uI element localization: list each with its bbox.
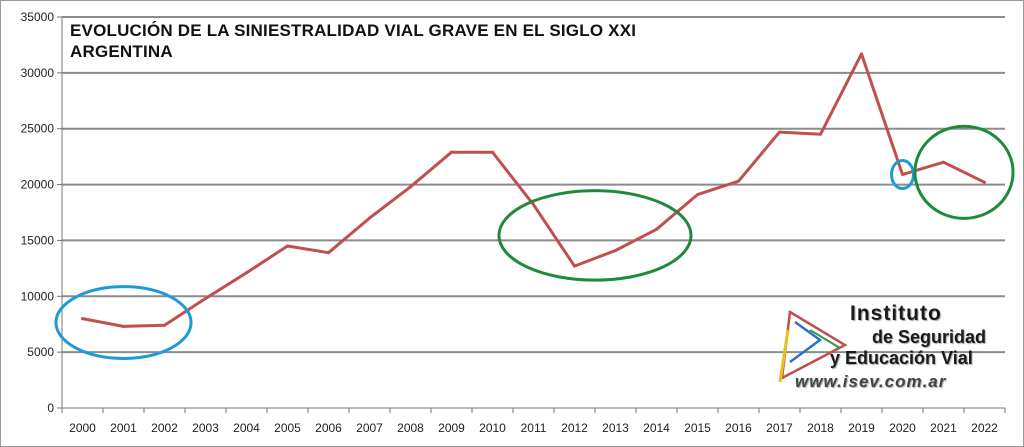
chart-title-line2: ARGENTINA: [70, 42, 173, 61]
highlight-ellipse-green: [913, 124, 1015, 220]
data-point-2005: [286, 244, 289, 248]
data-point-2019: [860, 52, 863, 56]
y-tick-label: 0: [47, 401, 54, 415]
series-line: [82, 52, 986, 328]
x-tick-label: 2019: [848, 421, 875, 435]
logo-green-stroke: [809, 329, 841, 349]
y-tick-label: 35000: [21, 10, 55, 24]
data-point-2012: [573, 264, 576, 268]
x-tick-label: 2017: [766, 421, 793, 435]
y-tick-label: 10000: [21, 289, 55, 303]
highlight-circles: [54, 124, 1015, 360]
y-tick-label: 25000: [21, 122, 55, 136]
data-point-2018: [819, 132, 822, 136]
data-point-2006: [327, 251, 330, 255]
grid-lines: [62, 16, 1005, 354]
data-point-2003: [204, 297, 207, 301]
series-layer: [81, 52, 986, 328]
x-tick-label: 2012: [561, 421, 588, 435]
x-tick-label: 2006: [315, 421, 342, 435]
x-tick-label: 2014: [643, 421, 670, 435]
logo-blue-stroke: [789, 320, 823, 364]
chart-title: EVOLUCIÓN DE LA SINIESTRALIDAD VIAL GRAV…: [70, 20, 636, 62]
x-tick-label: 2016: [725, 421, 752, 435]
x-tick-label: 2018: [807, 421, 834, 435]
data-point-2016: [737, 179, 740, 183]
x-tick-label: 2009: [438, 421, 465, 435]
logo-educacion-vial: y Educación Vial: [830, 348, 973, 368]
x-tick-label: 2015: [684, 421, 711, 435]
x-tick-label: 2004: [233, 421, 260, 435]
x-tick-label: 2013: [602, 421, 629, 435]
x-tick-label: 2005: [274, 421, 301, 435]
y-tick-label: 15000: [21, 233, 55, 247]
x-tick-label: 2000: [69, 421, 96, 435]
data-point-2017: [778, 130, 781, 134]
x-tick-label: 2010: [479, 421, 506, 435]
data-point-2004: [245, 271, 248, 275]
y-tick-label: 20000: [21, 178, 55, 192]
x-tick-label: 2008: [397, 421, 424, 435]
axes: [57, 16, 1006, 413]
logo-url[interactable]: www.isev.com.ar: [795, 372, 947, 391]
x-tick-label: 2021: [930, 421, 957, 435]
logo-instituto: Instituto: [850, 302, 942, 325]
logo-yellow-stroke: [778, 329, 790, 383]
x-tick-label: 2011: [521, 421, 547, 435]
data-point-2008: [409, 185, 412, 189]
data-point-2000: [81, 317, 84, 321]
x-tick-label: 2020: [889, 421, 916, 435]
data-point-2009: [450, 150, 453, 154]
data-point-2001: [122, 324, 125, 328]
isev-logo-graphic: [778, 309, 848, 383]
y-tick-label: 5000: [27, 345, 54, 359]
x-tick-labels: 2000 2001 2002 2003 2004 2005 2006 2007 2008 2009…: [69, 421, 998, 435]
highlight-ellipse-blue: [54, 285, 193, 360]
data-point-2011: [532, 203, 535, 207]
data-point-2010: [491, 150, 494, 154]
highlight-ellipse-green: [497, 189, 693, 282]
data-point-2013: [614, 248, 617, 252]
y-tick-label: 30000: [21, 66, 55, 80]
chart-title-line1: EVOLUCIÓN DE LA SINIESTRALIDAD VIAL GRAV…: [70, 21, 637, 40]
data-point-2015: [696, 193, 699, 197]
data-point-2007: [368, 216, 371, 220]
x-tick-label: 2007: [356, 421, 383, 435]
x-tick-label: 2001: [110, 421, 137, 435]
data-point-2022: [983, 180, 986, 184]
y-tick-labels: 0 5000 10000 15000 20000 25000 30000 35000: [21, 10, 55, 415]
x-tick-label: 2003: [192, 421, 219, 435]
x-tick-label: 2002: [151, 421, 178, 435]
data-point-2020: [901, 173, 904, 177]
logo-de-seguridad: de Seguridad: [872, 327, 987, 347]
x-tick-label: 2022: [971, 421, 998, 435]
data-point-2014: [655, 227, 658, 231]
data-point-2002: [163, 323, 166, 327]
data-point-2021: [942, 160, 945, 164]
